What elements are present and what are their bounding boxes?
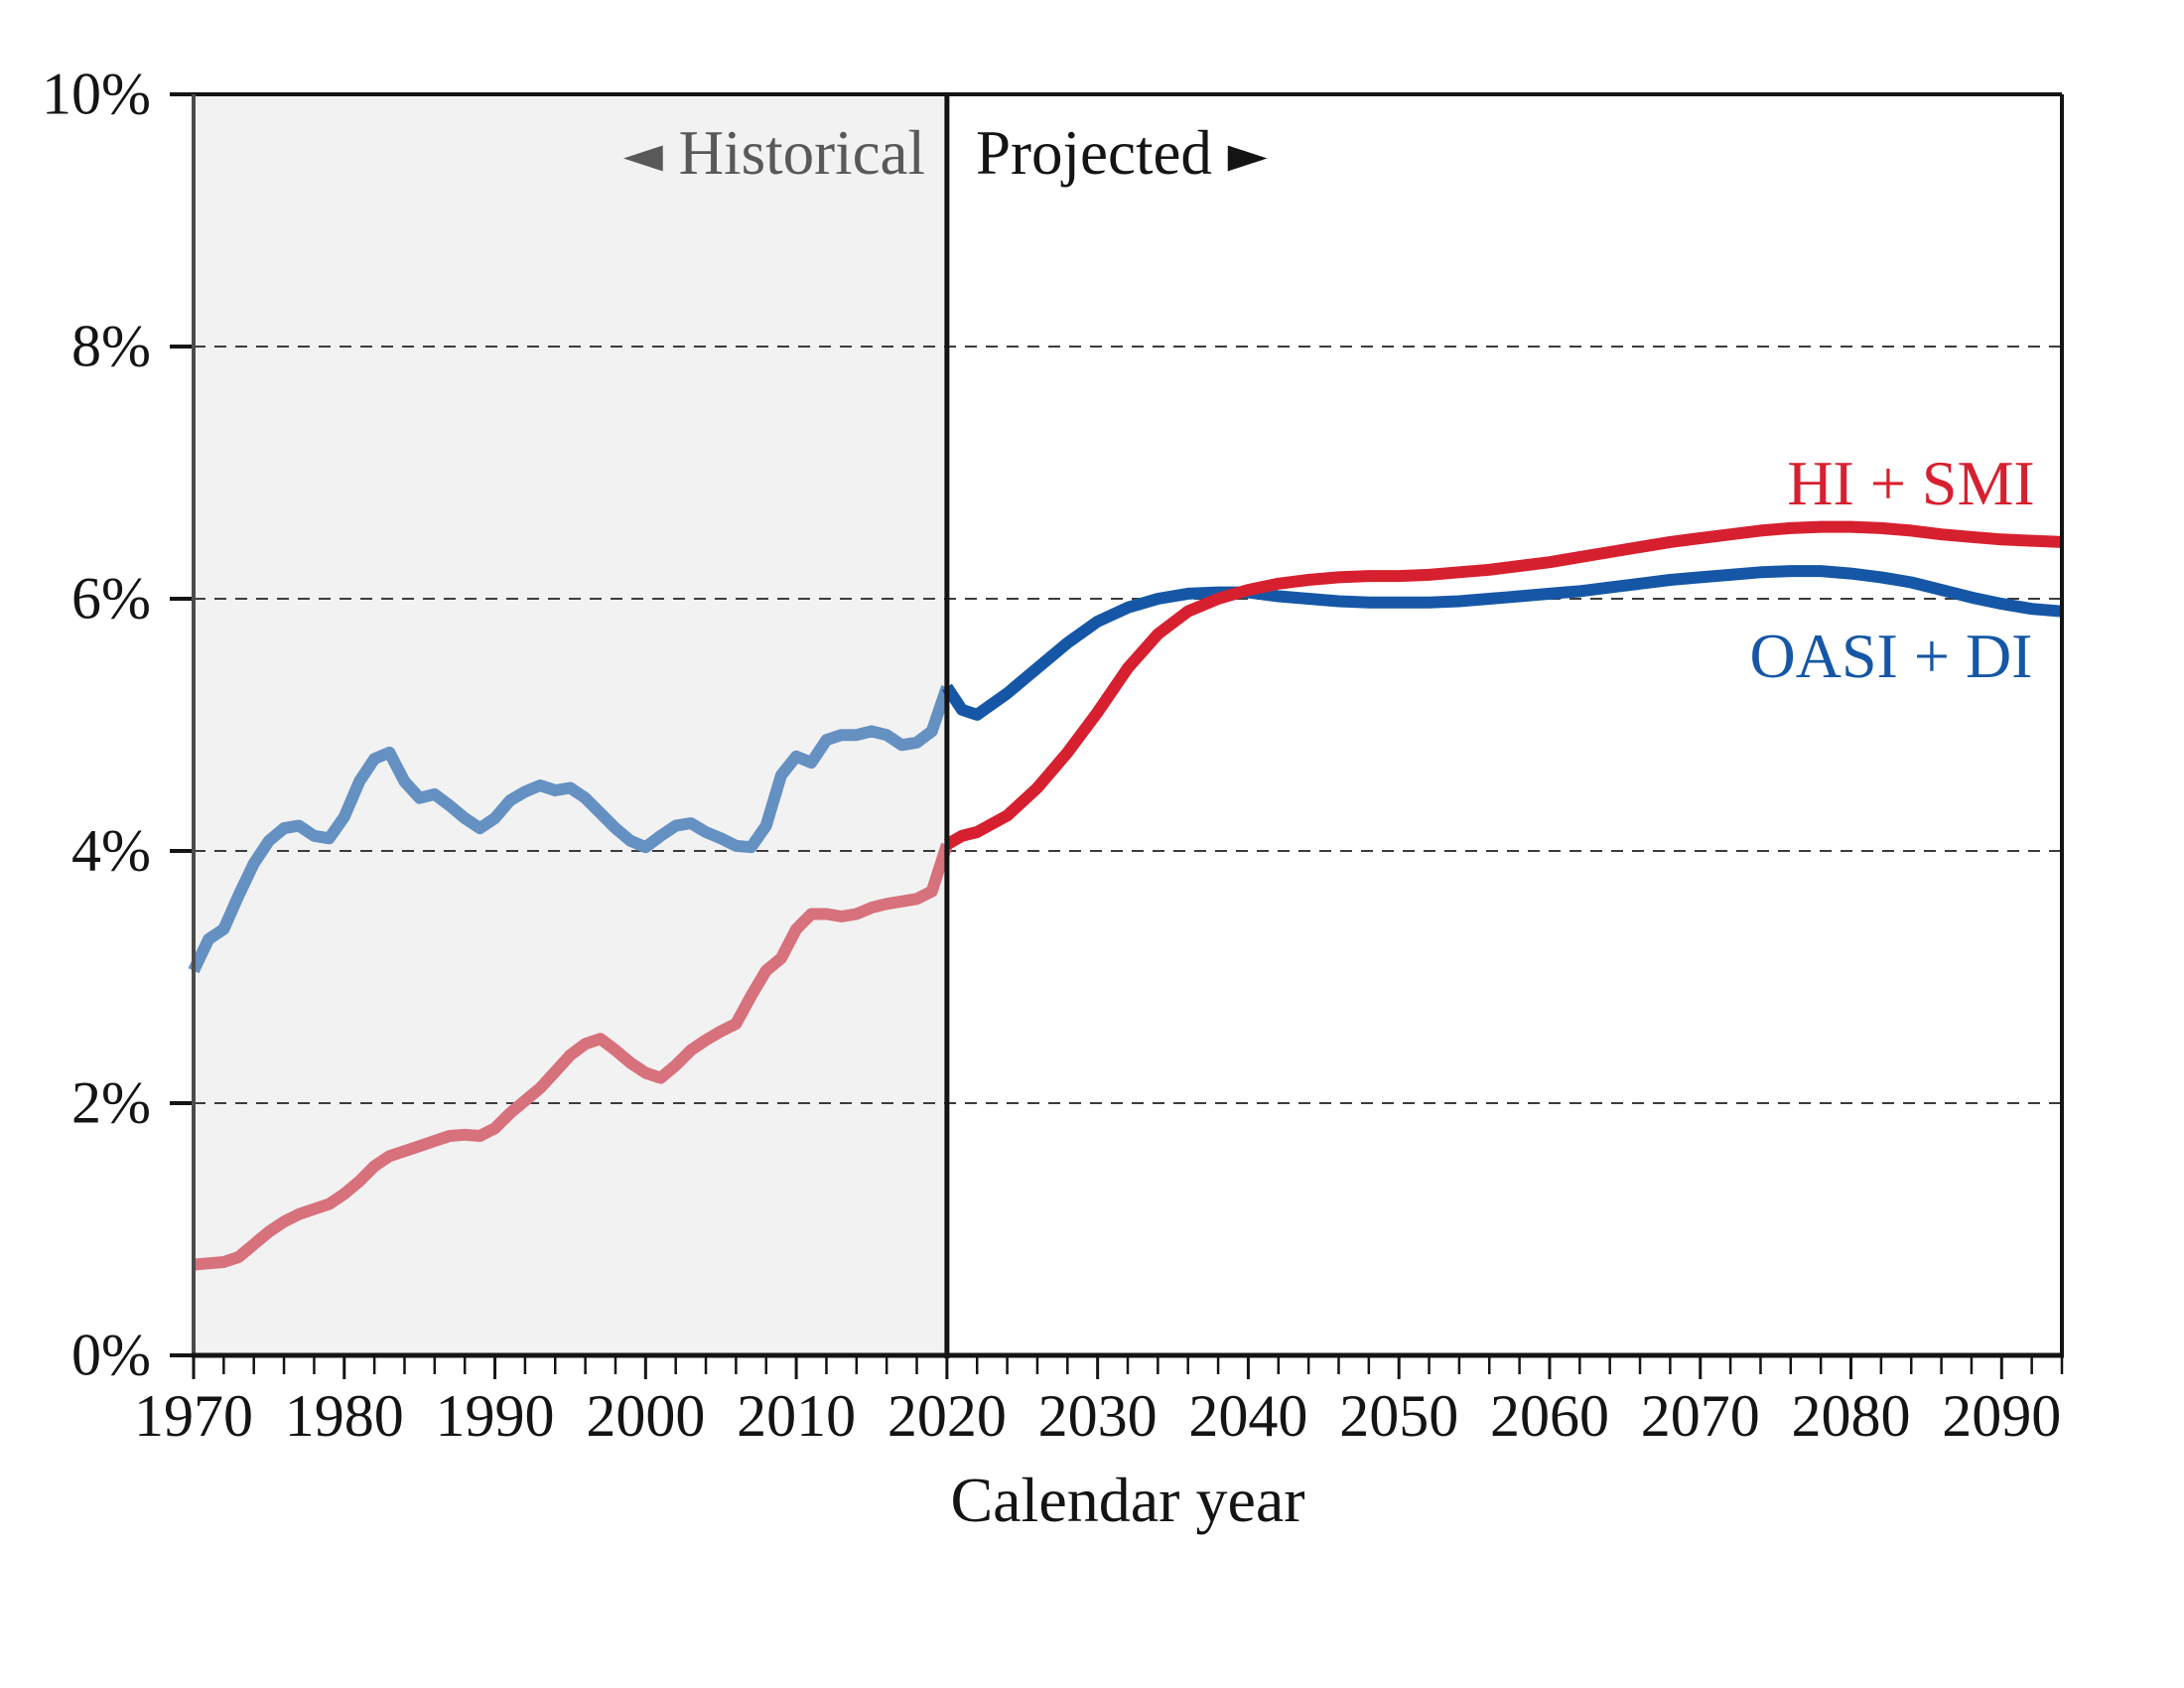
y-tick-label-8pct: 8% xyxy=(71,313,151,379)
historical-region-label-text: Historical xyxy=(678,118,925,188)
left-arrow-icon: ◄ xyxy=(622,125,663,185)
hi_smi-projected-line xyxy=(943,520,2063,850)
x-tick-label-2060: 2060 xyxy=(1489,1383,1609,1449)
x-tick-label-2030: 2030 xyxy=(1037,1383,1158,1449)
x-tick-label-2090: 2090 xyxy=(1942,1383,2062,1449)
x-tick-label-2000: 2000 xyxy=(586,1383,706,1449)
x-tick-label-2040: 2040 xyxy=(1188,1383,1308,1449)
projected-region-label-text: Projected xyxy=(976,118,1212,188)
hi-smi-series-label: HI + SMI xyxy=(1787,448,2035,518)
right-arrow-icon: ► xyxy=(1227,125,1268,185)
x-tick-label-2050: 2050 xyxy=(1339,1383,1459,1449)
x-tick-label-2070: 2070 xyxy=(1640,1383,1760,1449)
oasi_di-historical-line xyxy=(188,684,953,974)
x-tick-label-1990: 1990 xyxy=(435,1383,555,1449)
x-tick-label-1970: 1970 xyxy=(134,1383,253,1449)
y-tick-label-10pct: 10% xyxy=(42,61,151,127)
projected-region-label: Projected ► xyxy=(976,118,1268,188)
historical-shaded-region xyxy=(194,94,947,1355)
x-tick-label-1980: 1980 xyxy=(284,1383,404,1449)
hi_smi-historical-line xyxy=(193,842,953,1271)
x-tick-label-2020: 2020 xyxy=(887,1383,1007,1449)
x-tick-label-2080: 2080 xyxy=(1791,1383,1911,1449)
y-tick-label-6pct: 6% xyxy=(71,565,151,632)
y-tick-label-2pct: 2% xyxy=(71,1069,151,1136)
historical-region-label: ◄ Historical xyxy=(622,118,925,188)
oasi_di-projected-line xyxy=(941,565,2063,721)
y-tick-label-4pct: 4% xyxy=(71,817,151,884)
x-axis-title: Calendar year xyxy=(950,1465,1305,1535)
x-tick-label-2010: 2010 xyxy=(737,1383,857,1449)
y-tick-label-0pct: 0% xyxy=(71,1322,151,1388)
oasi-di-series-label: OASI + DI xyxy=(1749,621,2033,691)
